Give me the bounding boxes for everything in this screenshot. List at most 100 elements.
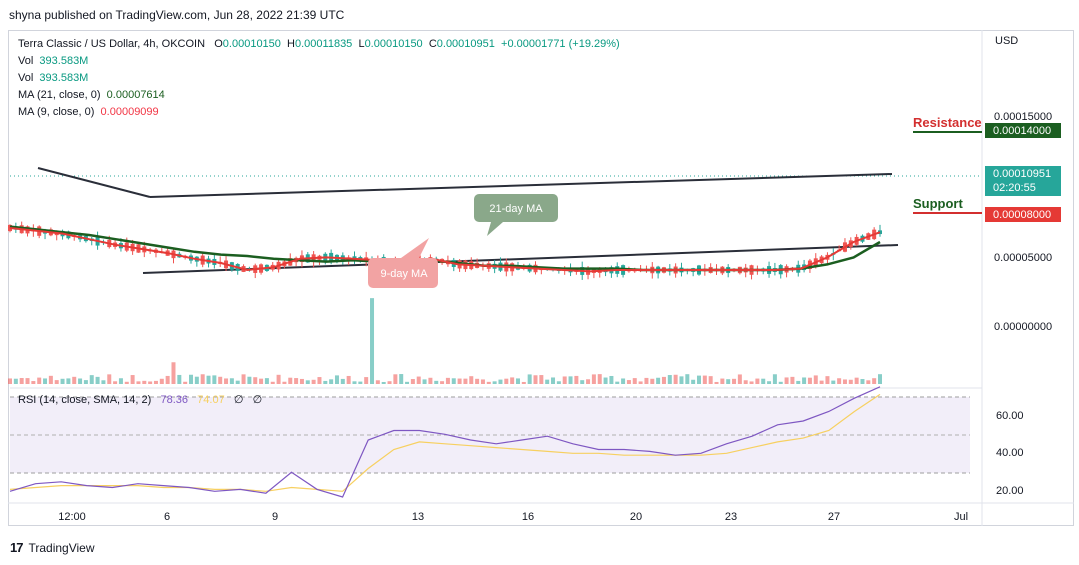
volume-bar — [253, 377, 258, 384]
volume-bar — [621, 378, 626, 384]
volume-bar — [743, 380, 748, 384]
volume-bar — [194, 376, 199, 384]
time-label-6: 23 — [725, 511, 737, 523]
volume-bar — [142, 380, 147, 384]
legend-l-label: L — [358, 38, 365, 50]
volume-bar — [807, 377, 812, 384]
volume-bar — [504, 378, 509, 384]
volume-bar — [89, 375, 94, 384]
rsi-legend: RSI (14, close, SMA, 14, 2) 78.36 74.07 … — [18, 393, 262, 406]
volume-bar — [334, 375, 339, 384]
volume-bar — [661, 376, 666, 384]
time-label-2: 9 — [272, 511, 278, 523]
volume-bar — [842, 379, 847, 384]
volume-bar — [551, 377, 556, 384]
volume-bar — [60, 378, 65, 384]
legend-ma21-row: MA (21, close, 0) 0.00007614 — [18, 87, 620, 104]
volume-bar — [136, 381, 141, 384]
resistance-badge — [985, 123, 1061, 138]
volume-bar — [346, 375, 351, 384]
volume-bar — [352, 381, 357, 384]
legend-o: 0.00010150 — [222, 38, 281, 50]
volume-bar — [521, 381, 526, 384]
volume-bar — [200, 374, 205, 384]
volume-bar — [679, 376, 684, 384]
volume-bar — [19, 378, 24, 384]
volume-bar — [556, 381, 561, 384]
volume-bar — [568, 376, 573, 384]
volume-bar — [755, 378, 760, 384]
rsi-empty-1: ∅ — [233, 394, 244, 406]
legend-h: 0.00011835 — [295, 38, 353, 50]
legend-vol-label-1[interactable]: Vol — [18, 55, 34, 67]
volume-bar — [422, 379, 427, 384]
volume-bar — [340, 378, 345, 384]
legend-vol-1: 393.583M — [39, 55, 89, 67]
legend-c-label: C — [428, 38, 437, 50]
volume-bar — [124, 381, 129, 384]
volume-bar — [224, 378, 229, 384]
chart-frame — [8, 30, 1074, 526]
volume-bar — [749, 381, 754, 384]
volume-bar — [113, 381, 118, 384]
volume-bar — [848, 379, 853, 384]
ma9-callout-text: 9-day MA — [380, 268, 428, 280]
time-label-1: 6 — [164, 511, 170, 523]
volume-bar — [259, 378, 264, 384]
volume-bar — [410, 379, 415, 384]
volume-bar — [726, 379, 731, 384]
volume-bar — [720, 378, 725, 384]
resistance-badge-text: 0.00014000 — [993, 125, 1051, 137]
volume-bar — [591, 374, 596, 384]
volume-bar — [416, 376, 421, 384]
trendline-left — [37, 167, 151, 198]
volume-bar — [574, 375, 579, 384]
legend-ma21-value: 0.00007614 — [106, 89, 165, 101]
legend-h-label: H — [287, 38, 295, 50]
volume-bar — [183, 381, 188, 384]
volume-bar — [66, 378, 71, 384]
volume-bar — [498, 379, 503, 384]
volume-bar — [656, 377, 661, 384]
volume-bar — [323, 380, 328, 384]
rsi-label-0: 60.00 — [996, 410, 1024, 422]
volume-bar — [539, 375, 544, 384]
volume-bar — [229, 378, 234, 384]
legend-ma9-value: 0.00009099 — [100, 106, 159, 118]
legend-ma21-label[interactable]: MA (21, close, 0) — [18, 89, 101, 101]
volume-bar — [118, 378, 123, 384]
price-label-2: 0.00000000 — [994, 321, 1052, 333]
volume-bar — [241, 374, 246, 384]
legend-vol-label-2[interactable]: Vol — [18, 72, 34, 84]
volume-bar — [492, 381, 497, 384]
volume-bar — [860, 379, 865, 384]
rsi-legend-label[interactable]: RSI (14, close, SMA, 14, 2) — [18, 394, 152, 406]
legend: Terra Classic / US Dollar, 4h, OKCOIN O0… — [18, 36, 620, 121]
tradingview-logo-icon: 17 — [10, 540, 24, 555]
volume-bar — [854, 377, 859, 384]
volume-bar — [78, 378, 83, 384]
volume-bar — [790, 376, 795, 384]
volume-bar — [667, 375, 672, 384]
volume-bar — [288, 377, 293, 384]
legend-ma9-label[interactable]: MA (9, close, 0) — [18, 106, 95, 118]
volume-bar — [37, 377, 42, 384]
volume-bar — [702, 375, 707, 384]
legend-symbol[interactable]: Terra Classic / US Dollar, 4h, OKCOIN — [18, 38, 206, 50]
volume-bars — [8, 298, 882, 384]
volume-bar — [405, 381, 410, 384]
volume-bar — [299, 378, 304, 384]
volume-bar — [831, 380, 836, 384]
volume-bar — [282, 381, 287, 384]
volume-bar — [387, 381, 392, 384]
volume-bar — [264, 378, 269, 384]
volume-bar — [813, 375, 818, 384]
volume-bar — [276, 374, 281, 384]
volume-bar — [632, 378, 637, 384]
volume-bar — [329, 379, 334, 384]
volume-bar — [130, 375, 135, 384]
volume-bar — [31, 381, 36, 384]
volume-bar — [212, 375, 217, 384]
currency-label[interactable]: USD — [995, 35, 1019, 47]
